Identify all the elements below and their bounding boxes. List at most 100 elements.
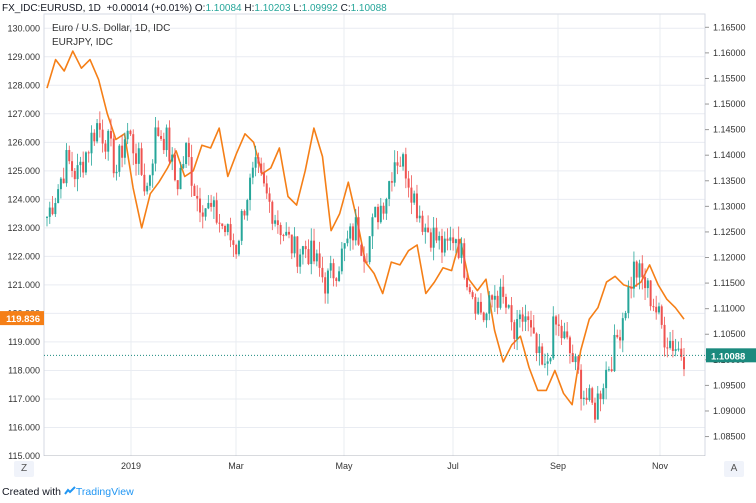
candle-body	[76, 165, 79, 180]
candle-body	[632, 261, 635, 289]
candle-body	[404, 154, 407, 179]
candle-body	[304, 246, 307, 250]
candle-body	[507, 305, 510, 308]
x-tick-label: Sep	[550, 461, 566, 471]
candle-body	[254, 157, 257, 168]
candle-body	[418, 215, 421, 219]
left-tick-label: 130.000	[7, 23, 40, 33]
candle-body	[112, 138, 115, 174]
candle-body	[84, 152, 87, 173]
candle-body	[635, 261, 638, 278]
candle-body	[246, 200, 249, 216]
candle-body	[641, 263, 644, 278]
candle-body	[605, 369, 608, 389]
right-tick-label: 1.14000	[713, 150, 746, 160]
candle-body	[574, 356, 577, 363]
candle-body	[513, 322, 516, 339]
tradingview-logo-icon	[64, 486, 76, 496]
candle-body	[268, 193, 271, 202]
candle-body	[176, 180, 179, 190]
candle-body	[546, 361, 549, 364]
left-tick-label: 119.000	[8, 337, 40, 347]
candle-body	[162, 138, 165, 151]
candle-body	[538, 346, 541, 354]
candle-body	[502, 286, 505, 297]
legend-main-series[interactable]: Euro / U.S. Dollar, 1D, IDC	[52, 23, 171, 34]
candle-body	[621, 318, 624, 341]
x-tick-label: Mar	[228, 461, 244, 471]
auto-scale-button[interactable]: A	[724, 461, 744, 477]
candle-body	[140, 148, 143, 175]
candle-body	[182, 164, 185, 168]
candle-body	[424, 227, 427, 232]
candle-body	[582, 397, 585, 399]
candle-body	[482, 312, 485, 321]
change-value: +0.00014 (+0.01%)	[106, 3, 193, 14]
candle-body	[104, 143, 107, 152]
candle-body	[566, 331, 569, 338]
candle-body	[160, 135, 163, 139]
candle-body	[454, 239, 457, 244]
candle-body	[396, 162, 399, 166]
candle-body	[226, 224, 229, 233]
left-tick-label: 116.000	[8, 422, 40, 432]
candle-body	[265, 183, 268, 194]
chart-axes: 130.000 129.000 128.000 127.000 126.000 125.0…	[0, 13, 756, 478]
candle-body	[630, 287, 633, 289]
candle-body	[571, 353, 574, 363]
candle-body	[377, 206, 380, 223]
zoom-button[interactable]: Z	[14, 461, 34, 477]
candle-body	[262, 172, 265, 184]
right-tick-label: 1.12500	[713, 227, 746, 237]
candle-body	[577, 356, 580, 370]
footer-credit: Created with TradingView	[2, 486, 134, 498]
candle-body	[251, 167, 254, 178]
candle-body	[596, 393, 599, 420]
candle-body	[215, 200, 218, 223]
candle-body	[488, 295, 491, 314]
candle-body	[379, 205, 382, 223]
eurjpy-price-tag	[0, 311, 44, 326]
right-tick-label: 1.09000	[713, 406, 746, 416]
left-tick-label: 117.000	[8, 394, 40, 404]
candle-body	[432, 227, 435, 248]
candle-body	[677, 348, 680, 350]
candle-body	[68, 150, 71, 162]
candle-body	[374, 206, 377, 218]
candle-body	[530, 320, 533, 328]
candle-body	[649, 280, 652, 307]
candle-body	[440, 235, 443, 253]
candle-body	[638, 263, 641, 278]
legend-compare-series[interactable]: EURJPY, IDC	[52, 37, 113, 48]
left-tick-label: 125.000	[7, 166, 40, 176]
candle-body	[388, 181, 391, 199]
left-tick-label: 122.000	[7, 251, 40, 261]
high-value: 1.10203	[254, 3, 291, 14]
candle-body	[671, 340, 674, 351]
candle-body	[48, 207, 51, 217]
candle-body	[282, 235, 285, 237]
candle-body	[90, 132, 93, 154]
x-tick-label: Nov	[652, 461, 669, 471]
candle-body	[591, 388, 594, 403]
candle-body	[190, 157, 193, 186]
candle-body	[187, 143, 190, 158]
candle-body	[107, 130, 110, 152]
candle-body	[151, 163, 154, 176]
symbol-label: FX_IDC:EURUSD, 1D	[2, 3, 101, 14]
candle-body	[71, 161, 74, 171]
right-tick-label: 1.09500	[713, 380, 746, 390]
candle-body	[351, 226, 354, 241]
candle-body	[329, 263, 332, 271]
candle-body	[121, 145, 124, 158]
candle-body	[524, 316, 527, 322]
eurusd-price-tag	[706, 348, 756, 363]
candle-body	[338, 271, 341, 281]
candle-body	[463, 243, 466, 278]
candle-body	[510, 305, 513, 323]
candle-body	[271, 201, 274, 224]
right-tick-label: 1.10500	[713, 329, 746, 339]
candle-body	[627, 287, 630, 314]
tradingview-brand[interactable]: TradingView	[75, 486, 134, 498]
